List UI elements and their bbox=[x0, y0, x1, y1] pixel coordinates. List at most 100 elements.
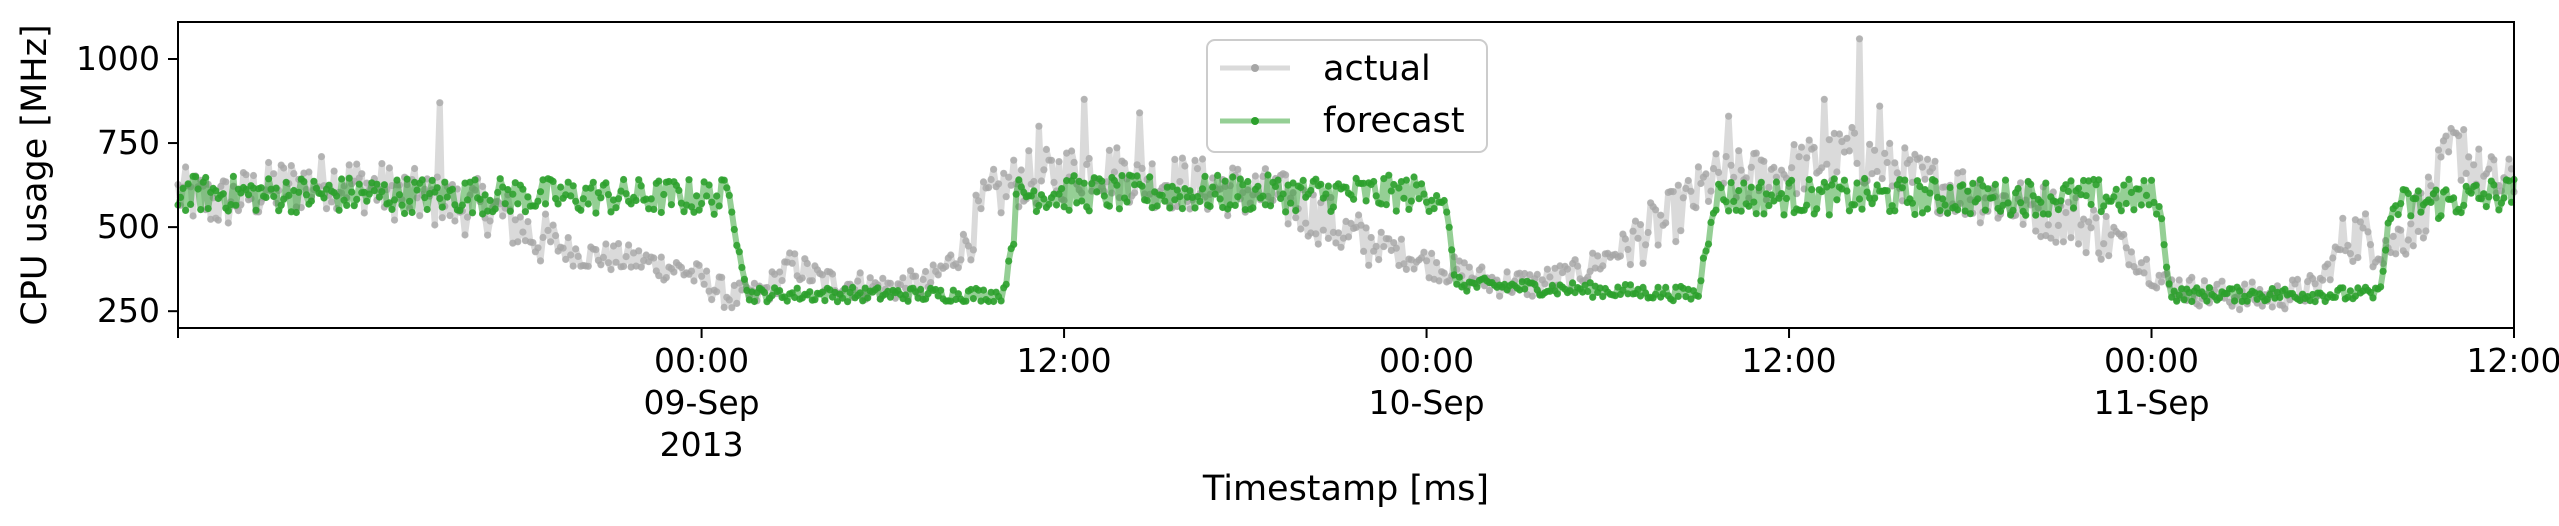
data-point-actual bbox=[972, 191, 980, 199]
data-point-actual bbox=[1533, 270, 1541, 278]
legend-marker-forecast bbox=[1251, 117, 1259, 125]
data-point-actual bbox=[703, 267, 711, 275]
data-point-forecast bbox=[2001, 176, 2010, 184]
data-point-actual bbox=[1428, 249, 1436, 257]
data-point-actual bbox=[2427, 182, 2435, 190]
data-point-forecast bbox=[2266, 290, 2274, 299]
data-point-forecast bbox=[969, 295, 978, 303]
data-point-actual bbox=[2293, 275, 2302, 283]
data-point-forecast bbox=[660, 190, 668, 199]
data-point-actual bbox=[529, 239, 537, 247]
data-point-actual bbox=[1621, 235, 1629, 243]
data-point-actual bbox=[2437, 153, 2445, 161]
data-point-actual bbox=[360, 209, 368, 217]
data-point-forecast bbox=[270, 192, 278, 201]
data-point-forecast bbox=[1996, 207, 2005, 215]
data-point-forecast bbox=[2442, 186, 2450, 194]
data-point-forecast bbox=[1727, 179, 1735, 187]
data-point-actual bbox=[1171, 155, 1179, 163]
data-point-forecast bbox=[307, 197, 315, 205]
data-point-forecast bbox=[637, 182, 645, 190]
data-point-actual bbox=[1440, 269, 1448, 277]
data-point-forecast bbox=[2485, 193, 2493, 201]
data-point-actual bbox=[1687, 187, 1695, 195]
data-point-forecast bbox=[476, 195, 484, 203]
data-point-forecast bbox=[212, 187, 220, 195]
data-point-actual bbox=[1722, 153, 1730, 161]
data-point-actual bbox=[720, 303, 728, 311]
data-point-forecast bbox=[202, 173, 210, 182]
data-point-forecast bbox=[567, 192, 575, 200]
data-point-actual bbox=[1392, 244, 1400, 252]
data-point-forecast bbox=[2097, 208, 2105, 216]
data-point-forecast bbox=[2180, 296, 2188, 304]
data-point-forecast bbox=[612, 204, 620, 212]
data-point-forecast bbox=[952, 295, 960, 304]
data-point-actual bbox=[2107, 231, 2115, 239]
data-point-forecast bbox=[1178, 205, 1186, 213]
data-point-actual bbox=[1282, 171, 1290, 179]
data-point-forecast bbox=[614, 195, 623, 203]
data-point-actual bbox=[2445, 148, 2453, 156]
data-point-forecast bbox=[776, 287, 784, 295]
data-point-forecast bbox=[1908, 199, 1916, 207]
data-point-forecast bbox=[1586, 279, 1594, 287]
data-point-forecast bbox=[2150, 198, 2158, 206]
data-point-actual bbox=[1435, 277, 1443, 285]
data-point-forecast bbox=[1913, 177, 1921, 185]
data-point-forecast bbox=[363, 197, 371, 205]
data-point-actual bbox=[1181, 162, 1189, 170]
data-point-forecast bbox=[491, 205, 499, 213]
data-point-actual bbox=[698, 272, 706, 280]
data-point-actual bbox=[1000, 169, 1008, 177]
data-point-actual bbox=[2392, 250, 2400, 258]
data-point-actual bbox=[798, 274, 806, 282]
data-point-actual bbox=[2082, 249, 2090, 257]
data-point-actual bbox=[1599, 262, 1607, 270]
data-point-forecast bbox=[285, 191, 293, 199]
data-point-forecast bbox=[2175, 291, 2183, 299]
data-point-actual bbox=[2142, 255, 2151, 263]
data-point-forecast bbox=[1231, 201, 1239, 209]
data-point-forecast bbox=[922, 295, 930, 303]
data-point-forecast bbox=[2163, 263, 2171, 271]
data-point-actual bbox=[1921, 175, 1929, 183]
data-point-actual bbox=[1871, 146, 1879, 154]
data-point-actual bbox=[2017, 179, 2025, 187]
data-point-forecast bbox=[2404, 189, 2412, 198]
data-point-forecast bbox=[2112, 185, 2120, 193]
data-point-actual bbox=[1571, 256, 1579, 264]
data-point-actual bbox=[2409, 242, 2417, 250]
data-point-actual bbox=[1624, 245, 1632, 254]
data-point-forecast bbox=[1385, 171, 1393, 179]
data-point-actual bbox=[700, 280, 708, 288]
data-point-actual bbox=[592, 246, 600, 254]
data-point-forecast bbox=[1740, 179, 1748, 187]
data-point-forecast bbox=[1390, 180, 1398, 189]
data-point-actual bbox=[2052, 238, 2060, 246]
data-point-actual bbox=[856, 269, 864, 277]
x-tick-label: 00:00 bbox=[654, 341, 749, 380]
data-point-actual bbox=[2281, 305, 2289, 313]
data-point-actual bbox=[1017, 166, 1025, 174]
data-point-forecast bbox=[768, 292, 776, 300]
data-point-forecast bbox=[1984, 185, 1992, 193]
data-point-forecast bbox=[569, 182, 577, 190]
data-point-actual bbox=[390, 216, 399, 224]
data-point-forecast bbox=[403, 175, 411, 183]
data-point-actual bbox=[1636, 221, 1645, 229]
data-point-forecast bbox=[713, 192, 721, 200]
data-point-forecast bbox=[393, 176, 401, 184]
data-point-forecast bbox=[2155, 203, 2163, 211]
data-point-actual bbox=[728, 304, 736, 312]
data-point-actual bbox=[461, 231, 469, 239]
data-point-forecast bbox=[1324, 182, 1332, 190]
data-point-forecast bbox=[1662, 283, 1670, 291]
data-point-actual bbox=[1901, 144, 1909, 152]
data-point-forecast bbox=[496, 175, 504, 183]
data-point-forecast bbox=[901, 291, 910, 299]
data-point-actual bbox=[2122, 244, 2130, 252]
data-point-forecast bbox=[1070, 172, 1078, 180]
